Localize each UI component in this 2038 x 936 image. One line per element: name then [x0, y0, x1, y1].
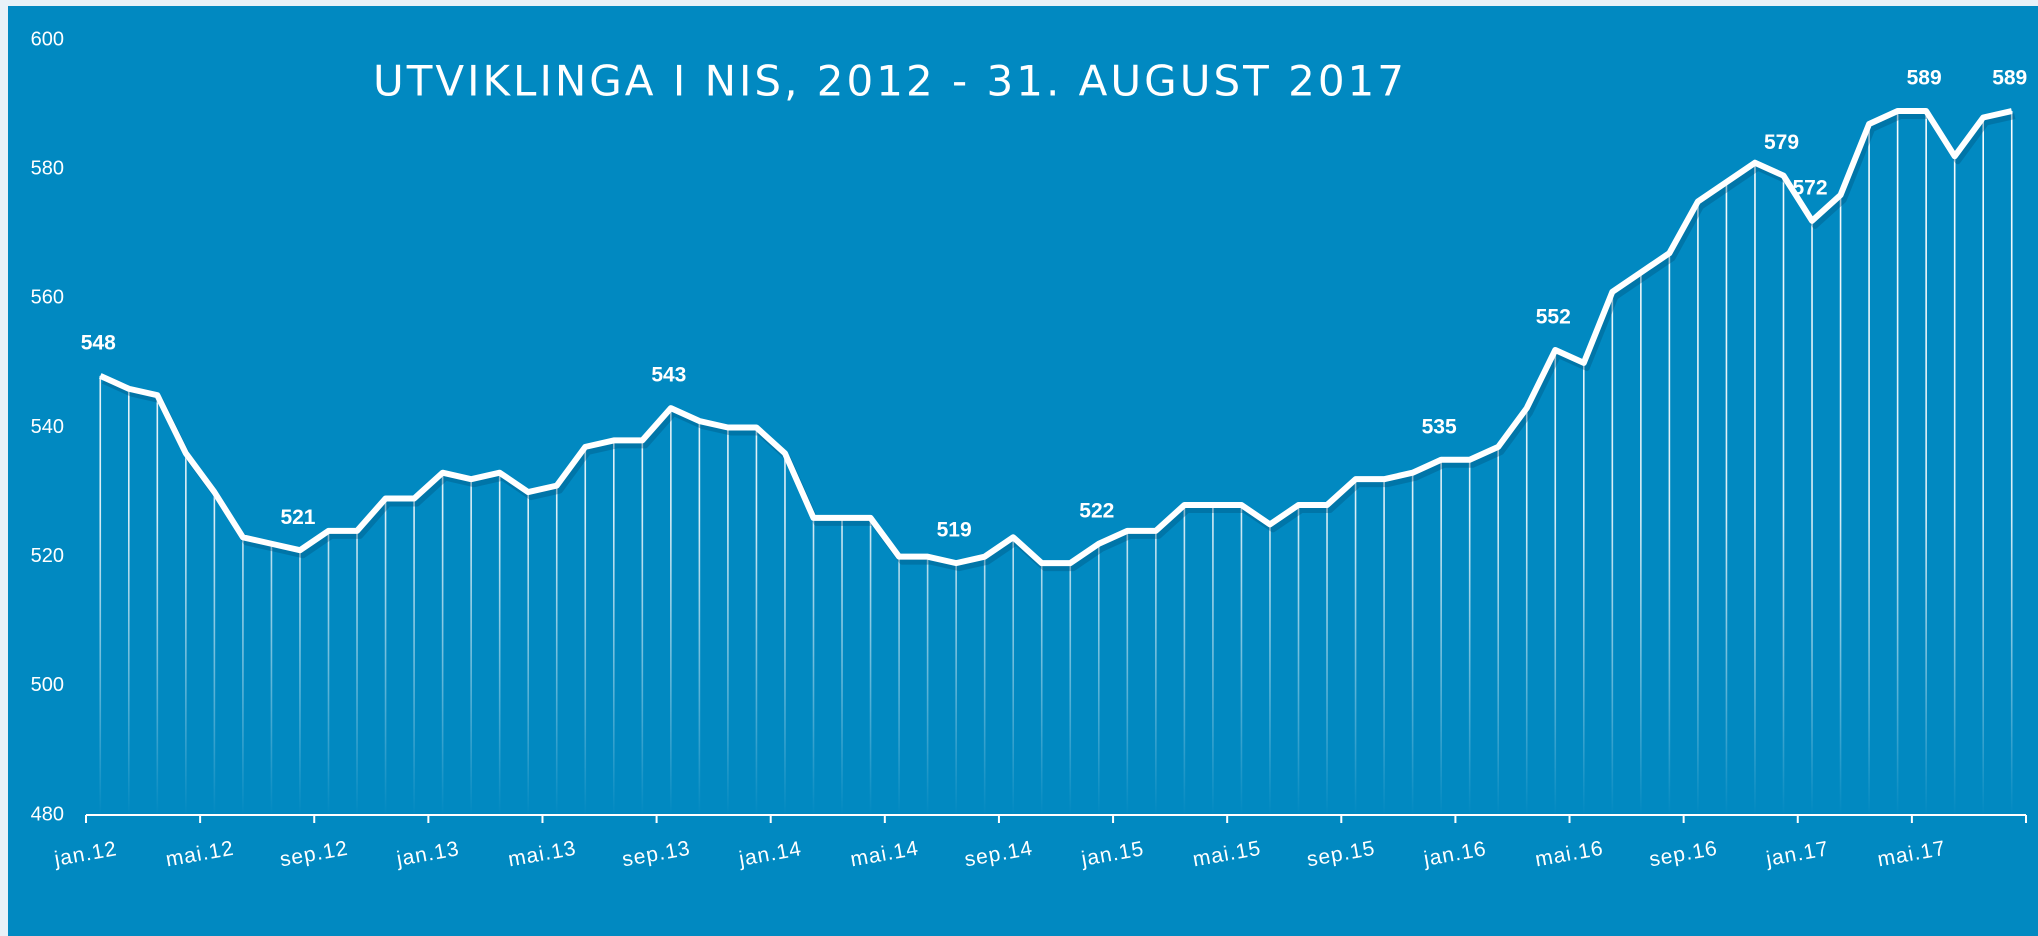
data-label: 521 — [280, 506, 315, 529]
data-label: 579 — [1764, 131, 1799, 154]
y-tick-label: 500 — [31, 674, 64, 696]
chart-title: UTVIKLINGA I NIS, 2012 - 31. AUGUST 2017 — [373, 57, 1407, 106]
data-label: 552 — [1536, 306, 1571, 329]
data-label: 589 — [1907, 67, 1942, 90]
y-tick-label: 480 — [31, 803, 64, 825]
data-label: 522 — [1079, 499, 1114, 522]
data-label: 548 — [81, 331, 116, 354]
y-tick-label: 560 — [31, 287, 64, 309]
data-label: 535 — [1422, 415, 1457, 438]
data-label: 543 — [651, 364, 686, 387]
y-tick-label: 520 — [31, 545, 64, 567]
data-label: 519 — [937, 519, 972, 542]
line-shadow — [102, 113, 2016, 572]
data-label: 589 — [1992, 67, 2027, 90]
y-tick-label: 600 — [31, 28, 64, 50]
y-tick-label: 540 — [31, 416, 64, 438]
data-label: 572 — [1793, 176, 1828, 199]
chart-background — [8, 6, 2038, 936]
y-tick-label: 580 — [31, 157, 64, 179]
line — [99, 108, 2013, 567]
